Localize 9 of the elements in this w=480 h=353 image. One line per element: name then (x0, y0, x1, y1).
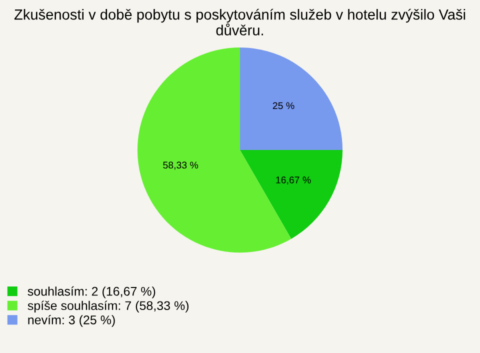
legend-label: spíše souhlasím: 7 (58,33 %) (28, 300, 189, 313)
legend-label: souhlasím: 2 (16,67 %) (28, 286, 156, 298)
pie-slice (240, 150, 343, 239)
chart-title: Zkušenosti v době pobytu s poskytováním služeb v hotelu zvýšilo Vaši důvěru. (14, 8, 466, 36)
data-label: 25 % (272, 102, 294, 110)
legend-label: nevím: 3 (25 %) (28, 315, 115, 327)
data-label: 58,33 % (163, 162, 198, 170)
data-label: 16,67 % (276, 176, 311, 185)
pie-slice (240, 47, 343, 150)
